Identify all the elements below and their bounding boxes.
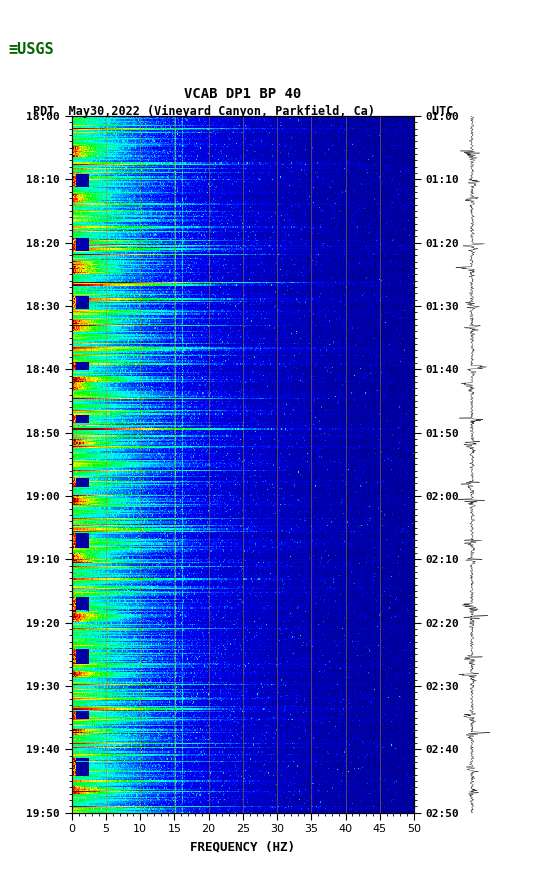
X-axis label: FREQUENCY (HZ): FREQUENCY (HZ) — [190, 840, 295, 853]
Text: PDT  May30,2022 (Vineyard Canyon, Parkfield, Ca)        UTC: PDT May30,2022 (Vineyard Canyon, Parkfie… — [33, 105, 453, 118]
Text: VCAB DP1 BP 40: VCAB DP1 BP 40 — [184, 87, 301, 101]
Text: ≡USGS: ≡USGS — [9, 42, 55, 56]
